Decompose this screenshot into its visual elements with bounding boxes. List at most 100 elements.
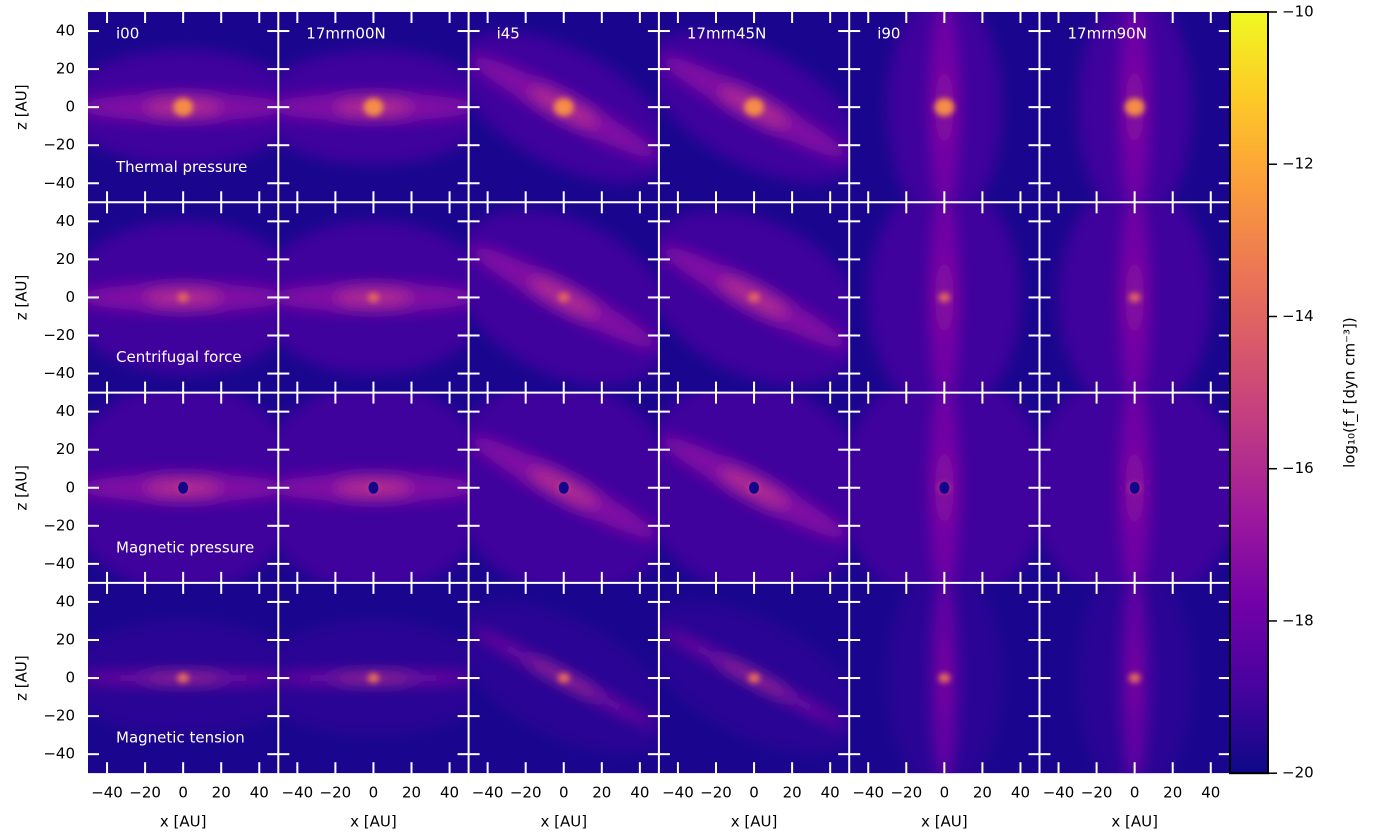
y-tick-label: 40 <box>56 212 75 230</box>
panel <box>658 202 850 393</box>
column-title: i90 <box>877 25 900 43</box>
x-axis-label: x [AU] <box>160 813 207 831</box>
x-axis-label: x [AU] <box>540 813 587 831</box>
x-tick-label: −20 <box>890 784 922 802</box>
colorbar-tick-label: −20 <box>1282 764 1314 782</box>
row-label: Centrifugal force <box>116 348 242 366</box>
column-title: i45 <box>497 25 520 43</box>
panel <box>468 12 659 203</box>
x-tick-label: 40 <box>1011 784 1030 802</box>
core <box>748 292 761 303</box>
colorbar-label: log₁₀(f_f [dyn cm⁻³]) <box>1341 317 1360 468</box>
x-tick-label: −20 <box>129 784 161 802</box>
panel <box>849 582 1040 774</box>
x-tick-label: −40 <box>1043 784 1075 802</box>
core-hole <box>558 481 569 494</box>
column-title: i00 <box>116 25 139 43</box>
y-tick-label: −40 <box>43 174 75 192</box>
x-tick-label: 40 <box>821 784 840 802</box>
y-axis-label: z [AU] <box>13 465 31 511</box>
row-label: Magnetic tension <box>116 729 245 747</box>
x-tick-label: −40 <box>662 784 694 802</box>
panel <box>278 582 469 774</box>
x-tick-label: 0 <box>749 784 759 802</box>
panel <box>88 582 279 774</box>
x-tick-label: −20 <box>700 784 732 802</box>
core <box>177 673 190 684</box>
core <box>367 673 380 684</box>
core <box>748 673 761 684</box>
x-tick-label: −40 <box>91 784 123 802</box>
panel <box>849 392 1040 583</box>
x-tick-label: 0 <box>559 784 569 802</box>
y-axis-label: z [AU] <box>13 655 31 701</box>
core <box>1128 673 1141 684</box>
x-axis-label: x [AU] <box>731 813 778 831</box>
y-tick-label: 20 <box>56 250 75 268</box>
core-hole <box>1129 481 1140 494</box>
x-tick-label: 40 <box>250 784 269 802</box>
x-axis-label: x [AU] <box>1111 813 1158 831</box>
y-tick-label: 40 <box>56 402 75 420</box>
panel <box>468 202 659 393</box>
panel <box>468 582 659 774</box>
colorbar-tick-label: −10 <box>1282 3 1314 21</box>
y-tick-label: 0 <box>65 478 75 496</box>
x-tick-label: −40 <box>472 784 504 802</box>
core <box>744 98 765 117</box>
core <box>363 98 384 117</box>
y-tick-label: −20 <box>43 326 75 344</box>
panel <box>278 202 469 393</box>
x-tick-label: −40 <box>852 784 884 802</box>
panel <box>849 202 1040 393</box>
core <box>557 673 570 684</box>
core <box>557 292 570 303</box>
y-tick-label: −40 <box>43 554 75 572</box>
y-axis-label: z [AU] <box>13 275 31 321</box>
core <box>938 673 951 684</box>
panel <box>849 12 1040 203</box>
panel <box>658 392 850 583</box>
y-tick-label: −40 <box>43 364 75 382</box>
colorbar-tick-label: −18 <box>1282 611 1314 629</box>
x-tick-label: −20 <box>320 784 352 802</box>
column-title: 17mrn00N <box>306 25 385 43</box>
panel <box>468 392 659 583</box>
x-tick-label: 0 <box>178 784 188 802</box>
y-tick-label: −40 <box>43 745 75 763</box>
core <box>1128 292 1141 303</box>
y-tick-label: 40 <box>56 22 75 40</box>
core-hole <box>368 481 379 494</box>
y-tick-label: 20 <box>56 440 75 458</box>
x-tick-label: 40 <box>1201 784 1220 802</box>
x-axis-label: x [AU] <box>921 813 968 831</box>
y-tick-label: −20 <box>43 516 75 534</box>
core <box>177 292 190 303</box>
x-tick-label: 20 <box>212 784 231 802</box>
x-tick-label: 20 <box>1163 784 1182 802</box>
y-tick-label: 40 <box>56 592 75 610</box>
row-label: Magnetic pressure <box>116 538 254 556</box>
colorbar-tick-label: −14 <box>1282 307 1314 325</box>
panel <box>1039 582 1230 774</box>
panel <box>658 582 850 774</box>
core <box>1124 98 1145 117</box>
y-tick-label: 20 <box>56 60 75 78</box>
core <box>367 292 380 303</box>
x-tick-label: 40 <box>440 784 459 802</box>
y-tick-label: 0 <box>65 98 75 116</box>
panel <box>278 392 469 583</box>
x-tick-label: 20 <box>973 784 992 802</box>
panel <box>1039 202 1230 393</box>
panel <box>278 12 469 203</box>
column-title: 17mrn45N <box>687 25 766 43</box>
colorbar-tick-label: −12 <box>1282 155 1314 173</box>
y-tick-label: −20 <box>43 136 75 154</box>
core <box>173 98 194 117</box>
y-axis-label: z [AU] <box>13 84 31 130</box>
x-tick-label: 0 <box>369 784 379 802</box>
y-tick-label: 0 <box>65 669 75 687</box>
core <box>553 98 574 117</box>
x-tick-label: −20 <box>510 784 542 802</box>
